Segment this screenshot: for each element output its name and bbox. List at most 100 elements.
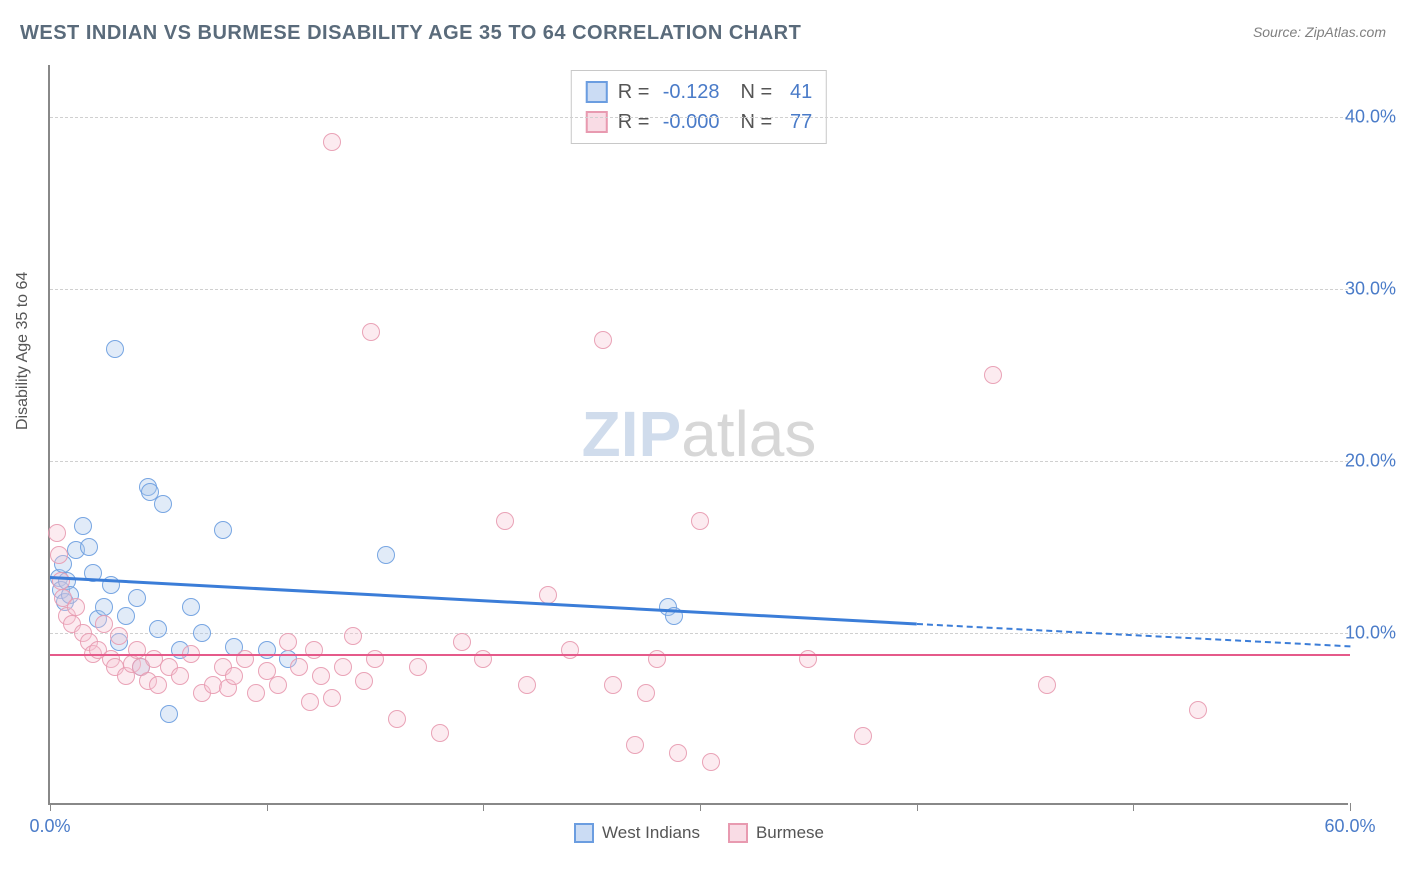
data-point (106, 340, 124, 358)
data-point (236, 650, 254, 668)
data-point (128, 589, 146, 607)
data-point (258, 641, 276, 659)
stat-n-label: N = (729, 107, 772, 137)
trend-line (917, 623, 1350, 647)
stats-legend: R = -0.128 N = 41 R = -0.000 N = 77 (571, 70, 827, 144)
data-point (474, 650, 492, 668)
stat-n-value: 77 (782, 107, 812, 137)
data-point (48, 524, 66, 542)
data-point (149, 620, 167, 638)
gridline (50, 289, 1348, 290)
data-point (269, 676, 287, 694)
y-tick-label: 40.0% (1345, 106, 1396, 127)
legend-item: West Indians (574, 823, 700, 843)
legend-swatch (728, 823, 748, 843)
data-point (117, 607, 135, 625)
data-point (388, 710, 406, 728)
data-point (648, 650, 666, 668)
data-point (225, 667, 243, 685)
series-legend: West Indians Burmese (574, 823, 824, 843)
data-point (323, 133, 341, 151)
x-tick (917, 803, 918, 811)
chart-title: WEST INDIAN VS BURMESE DISABILITY AGE 35… (20, 22, 801, 45)
data-point (854, 727, 872, 745)
x-tick (267, 803, 268, 811)
x-tick (483, 803, 484, 811)
data-point (80, 538, 98, 556)
stat-n-label: N = (729, 77, 772, 107)
data-point (154, 495, 172, 513)
gridline (50, 117, 1348, 118)
data-point (355, 672, 373, 690)
plot-area: ZIPatlas R =-0.128 N =41R =-0.000 N =77 … (48, 65, 1348, 805)
data-point (366, 650, 384, 668)
data-point (799, 650, 817, 668)
data-point (594, 331, 612, 349)
data-point (279, 633, 297, 651)
data-point (637, 684, 655, 702)
y-tick-label: 20.0% (1345, 450, 1396, 471)
data-point (453, 633, 471, 651)
x-tick (1133, 803, 1134, 811)
data-point (182, 598, 200, 616)
data-point (50, 546, 68, 564)
trend-line (50, 576, 917, 625)
x-tick-label: 0.0% (29, 816, 70, 837)
trend-line (50, 654, 1350, 657)
data-point (431, 724, 449, 742)
data-point (604, 676, 622, 694)
legend-swatch (586, 81, 608, 103)
stat-r-value: -0.128 (659, 77, 719, 107)
stat-r-label: R = (618, 77, 650, 107)
data-point (561, 641, 579, 659)
stat-legend-row: R = -0.128 N = 41 (586, 77, 812, 107)
y-tick-label: 10.0% (1345, 622, 1396, 643)
data-point (669, 744, 687, 762)
data-point (518, 676, 536, 694)
data-point (496, 512, 514, 530)
data-point (984, 366, 1002, 384)
data-point (305, 641, 323, 659)
data-point (539, 586, 557, 604)
data-point (193, 624, 211, 642)
data-point (247, 684, 265, 702)
data-point (67, 598, 85, 616)
stat-r-value: -0.000 (659, 107, 719, 137)
y-tick-label: 30.0% (1345, 278, 1396, 299)
data-point (171, 667, 189, 685)
data-point (128, 641, 146, 659)
data-point (1038, 676, 1056, 694)
stat-n-value: 41 (782, 77, 812, 107)
data-point (377, 546, 395, 564)
data-point (301, 693, 319, 711)
x-tick (50, 803, 51, 811)
data-point (323, 689, 341, 707)
data-point (312, 667, 330, 685)
data-point (1189, 701, 1207, 719)
y-axis-label: Disability Age 35 to 64 (14, 272, 32, 430)
x-tick (700, 803, 701, 811)
data-point (95, 598, 113, 616)
x-tick-label: 60.0% (1324, 816, 1375, 837)
data-point (409, 658, 427, 676)
data-point (149, 676, 167, 694)
data-point (95, 615, 113, 633)
legend-item: Burmese (728, 823, 824, 843)
legend-label: Burmese (756, 823, 824, 843)
gridline (50, 633, 1348, 634)
data-point (344, 627, 362, 645)
stat-r-label: R = (618, 107, 650, 137)
legend-swatch (586, 111, 608, 133)
data-point (110, 627, 128, 645)
data-point (214, 521, 232, 539)
data-point (691, 512, 709, 530)
stat-legend-row: R = -0.000 N = 77 (586, 107, 812, 137)
data-point (334, 658, 352, 676)
x-tick (1350, 803, 1351, 811)
data-point (702, 753, 720, 771)
data-point (52, 572, 70, 590)
data-point (290, 658, 308, 676)
data-point (362, 323, 380, 341)
data-point (626, 736, 644, 754)
legend-swatch (574, 823, 594, 843)
